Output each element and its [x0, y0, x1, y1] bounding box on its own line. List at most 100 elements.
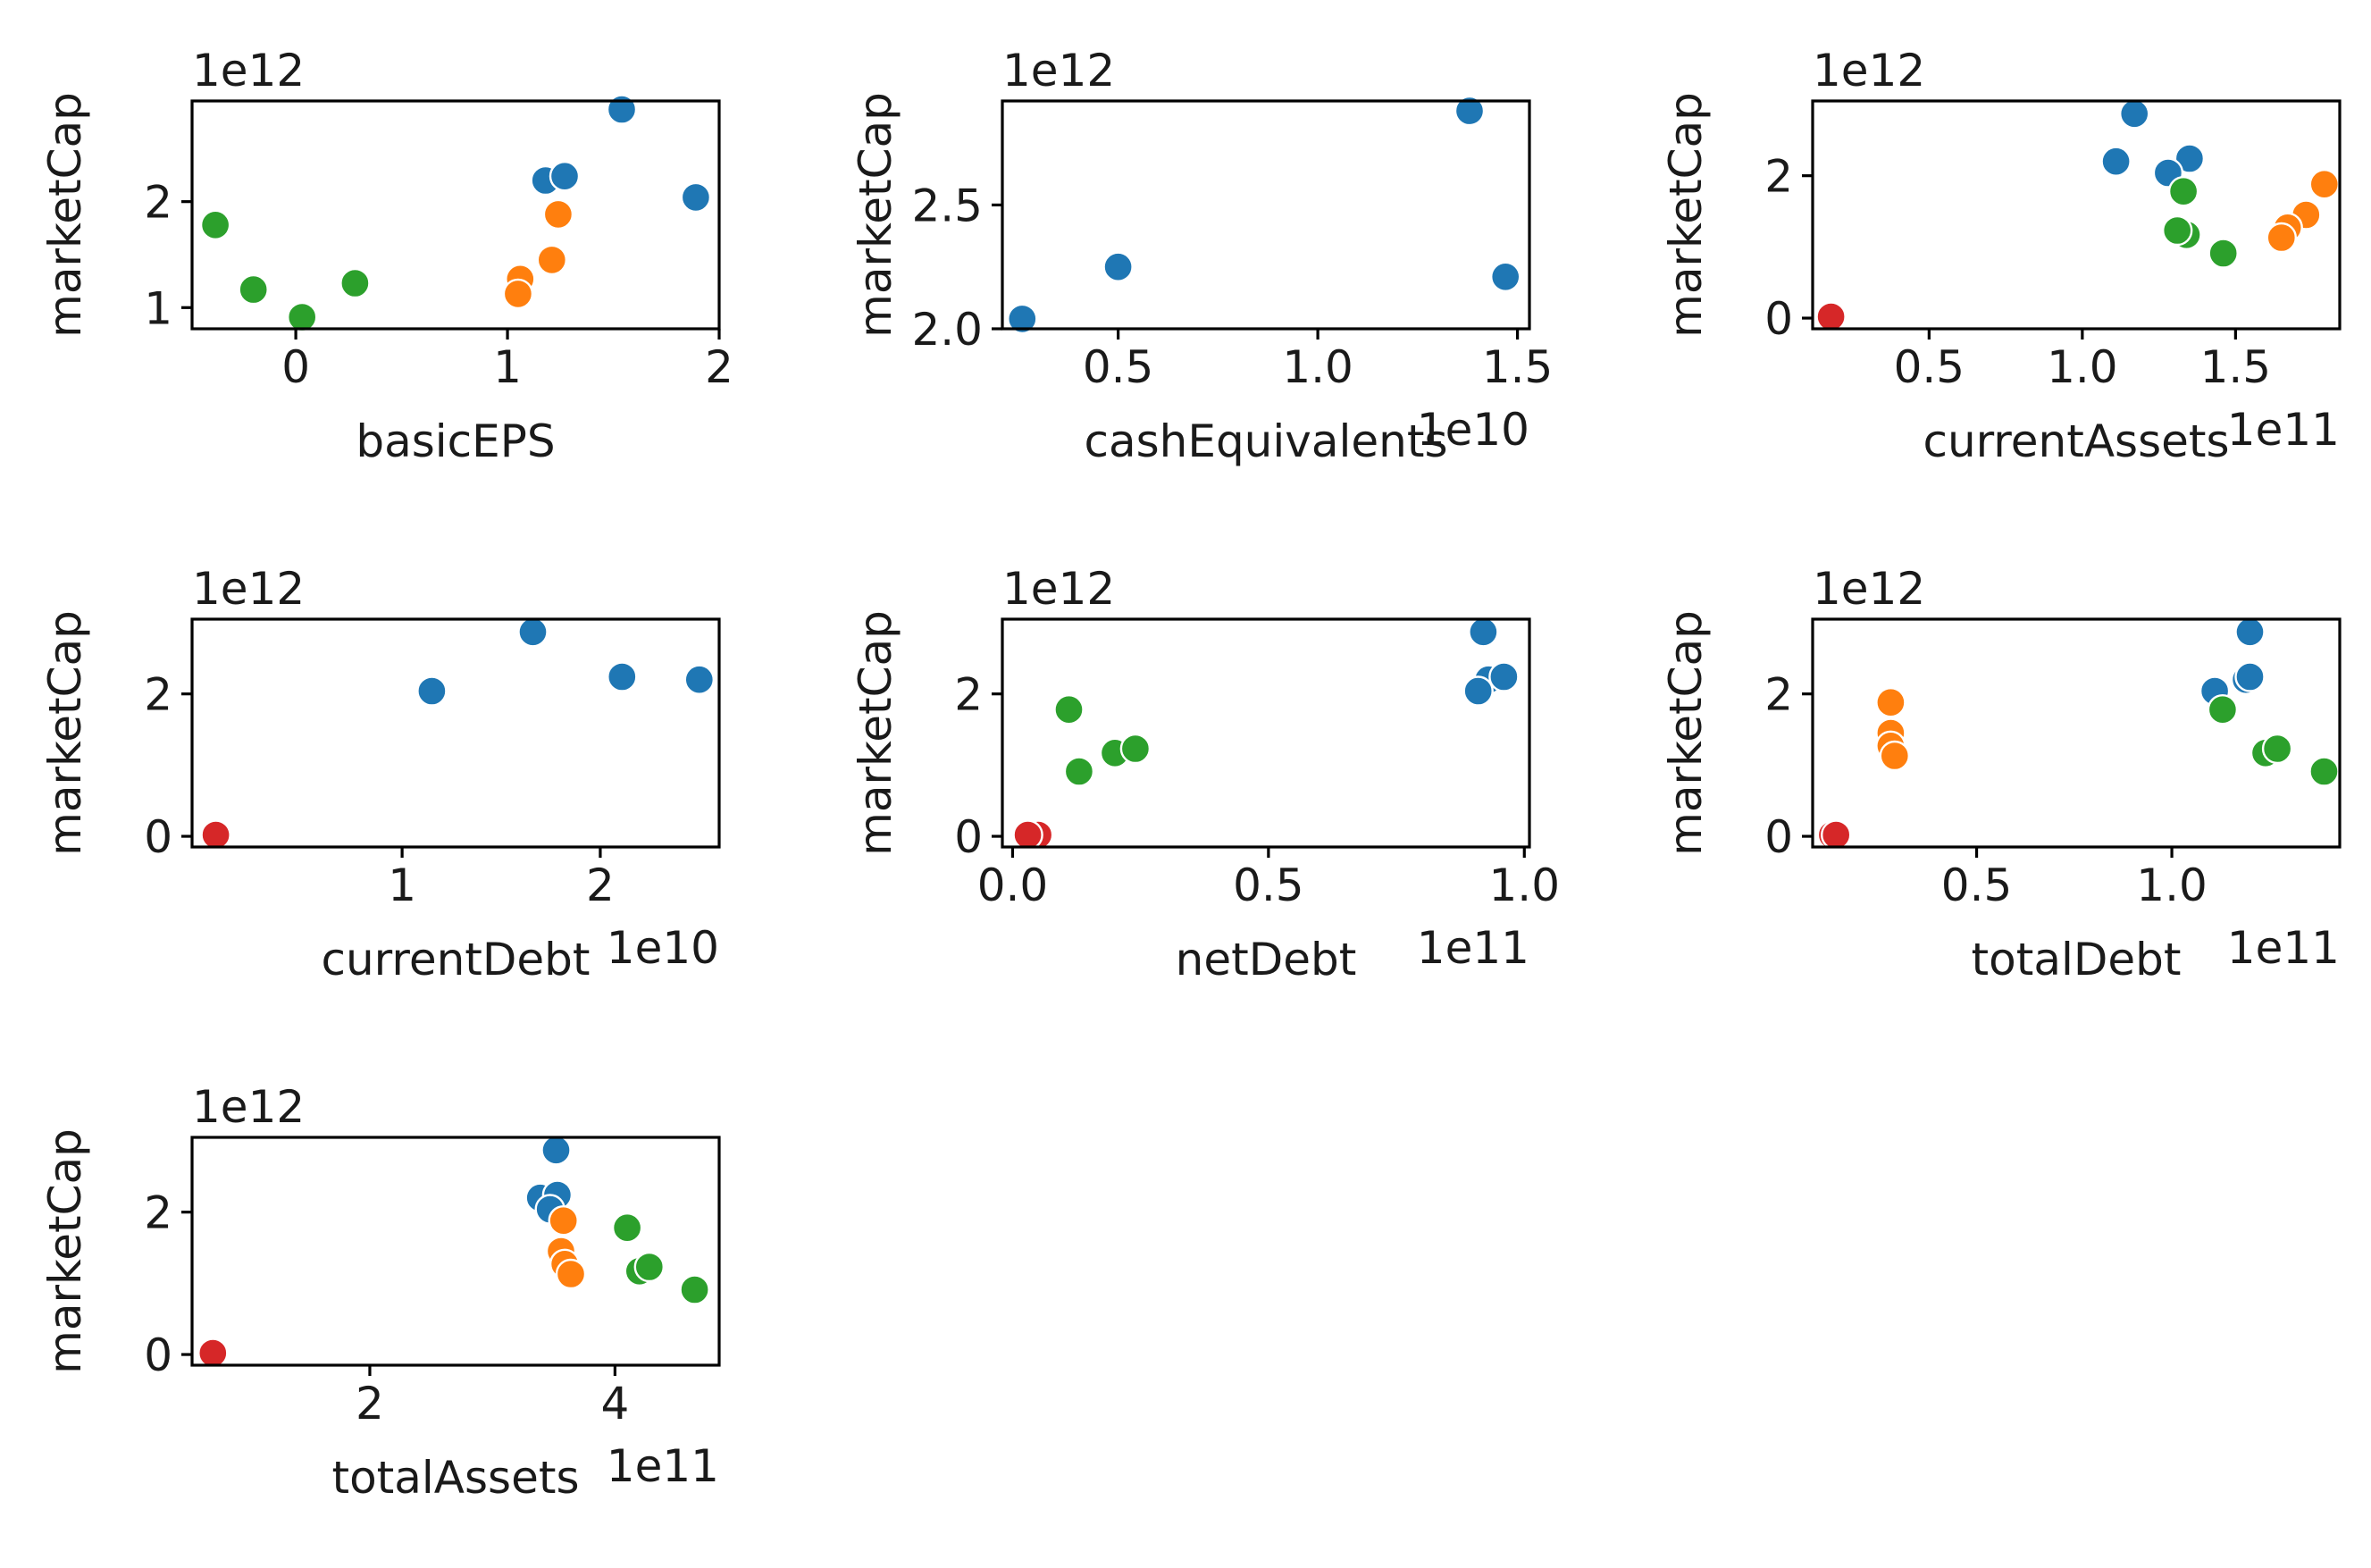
x-tick-label: 1.5	[2200, 341, 2272, 393]
data-point	[542, 198, 574, 231]
y-axis-label: marketCap	[1660, 92, 1712, 338]
y-offset-label: 1e12	[1813, 45, 1925, 96]
y-axis-label: marketCap	[39, 1128, 91, 1374]
x-tick-label: 0	[281, 341, 310, 393]
axes-frame	[1811, 617, 2342, 849]
x-axis-label: netDebt	[1176, 934, 1357, 985]
data-point	[1454, 95, 1486, 127]
y-tick-label: 0	[1764, 811, 1793, 863]
data-point	[2208, 238, 2239, 269]
x-tick-label: 2	[705, 341, 733, 393]
y-tick-label: 2	[1764, 151, 1793, 203]
x-axis-label: totalDebt	[1972, 934, 2182, 985]
y-offset-label: 1e12	[1813, 563, 1925, 615]
data-point	[1462, 675, 1494, 707]
x-tick-label: 1	[388, 859, 416, 911]
data-point	[1119, 733, 1152, 765]
y-tick-label: 2.0	[911, 304, 983, 356]
x-axis-label: cashEquivalents	[1084, 415, 1447, 467]
y-tick-label: 0	[954, 811, 983, 863]
x-tick-label: 2	[586, 859, 615, 911]
x-axis-label: basicEPS	[356, 415, 555, 467]
y-axis-label: marketCap	[850, 610, 901, 856]
data-point	[607, 661, 638, 692]
data-point	[339, 267, 371, 299]
data-point	[1053, 694, 1085, 725]
data-point	[633, 1251, 665, 1283]
data-point	[2174, 143, 2206, 174]
data-point	[2167, 175, 2199, 207]
y-tick-label: 1	[144, 282, 172, 334]
subplot-basicEPS: 0 1 2 1 2 basicEPS marketCap 1e12	[39, 45, 733, 467]
axes-frame	[190, 1136, 721, 1367]
x-axis-label: currentAssets	[1923, 415, 2229, 467]
data-point	[1489, 261, 1521, 292]
y-tick-label: 0	[144, 811, 172, 863]
data-point	[199, 209, 231, 241]
data-point	[540, 1135, 572, 1166]
data-point	[2118, 98, 2150, 130]
x-tick-label: 1	[493, 341, 522, 393]
data-point	[1815, 301, 1847, 332]
data-point	[2308, 168, 2341, 200]
data-point	[2161, 214, 2193, 247]
subplot-currentDebt: 1 2 0 2 currentDebt marketCap 1e12 1e10	[39, 563, 721, 985]
data-point	[549, 160, 581, 192]
x-offset-label: 1e11	[2227, 404, 2340, 456]
x-tick-label: 0.5	[1233, 859, 1304, 911]
data-point	[1879, 740, 1911, 772]
data-point	[1468, 616, 1499, 648]
data-point	[1007, 303, 1038, 335]
subplot-cashEquivalents: 0.5 1.0 1.5 2.0 2.5 cashEquivalents marketCap 1…	[850, 45, 1553, 467]
x-offset-label: 1e10	[607, 922, 719, 974]
x-axis-label: totalAssets	[331, 1452, 579, 1504]
x-offset-label: 1e11	[2227, 922, 2340, 974]
y-offset-label: 1e12	[192, 1081, 305, 1133]
data-point	[548, 1204, 579, 1237]
x-tick-label: 0.0	[977, 859, 1049, 911]
x-tick-label: 1.0	[2136, 859, 2208, 911]
x-offset-label: 1e10	[1417, 404, 1529, 456]
subplot-totalDebt: 0.5 1.0 0 2 totalDebt marketCap 1e12 1e11	[1660, 563, 2342, 985]
data-point	[1012, 819, 1043, 851]
data-point	[1875, 687, 1906, 718]
y-offset-label: 1e12	[192, 563, 305, 615]
data-point	[1102, 251, 1134, 282]
x-tick-label: 4	[600, 1378, 629, 1430]
data-point	[200, 819, 231, 851]
data-point	[2308, 756, 2340, 787]
axes-frame	[1001, 617, 1531, 849]
data-point	[2100, 146, 2132, 177]
y-tick-label: 0	[1764, 293, 1793, 345]
y-tick-label: 2.5	[911, 180, 983, 231]
y-tick-label: 2	[954, 669, 983, 721]
x-tick-label: 1.0	[2047, 341, 2118, 393]
y-axis-label: marketCap	[39, 92, 91, 338]
x-tick-label: 2	[356, 1378, 384, 1430]
axes-frame	[1811, 99, 2342, 331]
data-point	[287, 301, 318, 333]
axes-frame	[1001, 99, 1531, 331]
y-tick-label: 2	[144, 1187, 172, 1239]
x-tick-label: 0.5	[1083, 341, 1154, 393]
y-offset-label: 1e12	[1002, 563, 1115, 615]
x-tick-label: 0.5	[1894, 341, 1965, 393]
axes-frame	[190, 99, 721, 331]
data-point	[2261, 733, 2293, 765]
data-point	[2266, 222, 2298, 254]
x-axis-label: currentDebt	[322, 934, 591, 985]
y-axis-label: marketCap	[39, 610, 91, 856]
data-point	[517, 616, 549, 648]
data-point	[416, 675, 448, 707]
data-point	[2207, 694, 2239, 725]
y-axis-label: marketCap	[1660, 610, 1712, 856]
x-tick-label: 1.0	[1489, 859, 1561, 911]
data-point	[606, 94, 638, 125]
data-point	[238, 273, 269, 306]
x-offset-label: 1e11	[1417, 922, 1529, 974]
data-point	[679, 1274, 710, 1305]
data-point	[680, 181, 712, 214]
x-offset-label: 1e11	[607, 1440, 719, 1492]
y-tick-label: 2	[144, 177, 172, 229]
